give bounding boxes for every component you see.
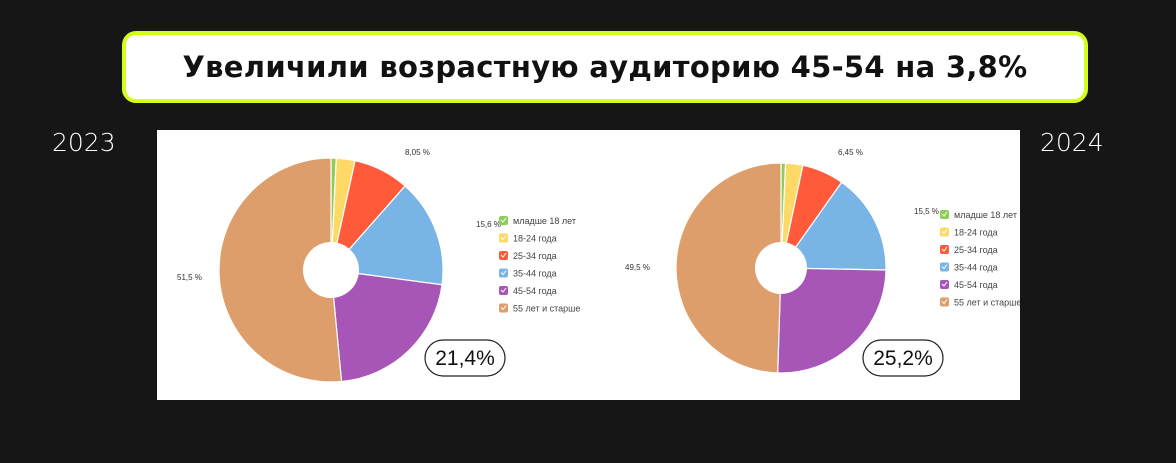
highlight-pill	[424, 339, 506, 377]
data-label: 6,45 %	[838, 148, 863, 157]
data-label: 49,5 %	[625, 263, 650, 272]
check-icon	[941, 281, 948, 287]
highlight-value: 21,4%	[435, 347, 495, 370]
legend-item: младше 18 лет	[513, 216, 576, 226]
charts-panel: 8,05 % 15,6 % 51,5 % младше 18 лет 18-24 год…	[157, 130, 1021, 400]
legend-item: 25-34 года	[513, 251, 557, 261]
check-icon	[500, 287, 507, 293]
check-icon	[500, 217, 507, 223]
highlight-value: 25,2%	[873, 347, 933, 370]
legend-item: 35-44 года	[513, 269, 557, 279]
legend-item: 55 лет и старше	[954, 298, 1020, 308]
data-label: 8,05 %	[405, 148, 430, 157]
legend-item: 55 лет и старше	[513, 304, 580, 314]
check-icon	[941, 264, 948, 270]
pie-slice-2023-4	[330, 269, 443, 383]
year-label-2023: 2023	[52, 128, 116, 157]
page-title: Увеличили возрастную аудиторию 45-54 на …	[122, 31, 1088, 103]
legend-item: 25-34 года	[954, 245, 998, 255]
highlight-pill	[862, 339, 944, 377]
data-label: 15,5 %	[914, 207, 939, 216]
legend-checkbox-icon	[499, 268, 508, 278]
check-icon	[500, 252, 507, 258]
year-label-2024: 2024	[1040, 128, 1104, 157]
check-icon	[941, 246, 948, 252]
check-icon	[500, 305, 507, 311]
pie-charts: 8,05 % 15,6 % 51,5 % младше 18 лет 18-24 год…	[177, 148, 1021, 383]
check-icon	[500, 270, 507, 276]
legend-checkbox-icon	[499, 216, 508, 225]
legend-checkbox-icon	[499, 303, 508, 313]
data-label: 15,6 %	[476, 220, 501, 229]
pie-slice-2024-4	[777, 267, 887, 374]
legend-checkbox-icon	[499, 286, 508, 295]
legend-item: 35-44 года	[954, 263, 998, 273]
legend-item: младше 18 лет	[954, 210, 1017, 220]
pie-hole	[755, 242, 807, 294]
legend-item: 18-24 года	[954, 228, 998, 238]
check-icon	[941, 229, 948, 235]
legend-checkbox-icon	[499, 233, 508, 243]
legend-item: 18-24 года	[513, 234, 557, 244]
legend-checkbox-icon	[499, 251, 508, 260]
pie-slice-2024-3	[779, 181, 887, 271]
data-label: 51,5 %	[177, 273, 202, 282]
pie-hole	[303, 242, 359, 298]
pie-slice-2024-5	[675, 162, 782, 374]
pie-slice-2023-3	[329, 185, 444, 286]
check-icon	[941, 211, 948, 217]
pie-slice-2023-5	[218, 157, 343, 383]
legend-item: 45-54 года	[513, 286, 557, 296]
check-icon	[941, 299, 948, 305]
legend-item: 45-54 года	[954, 280, 998, 290]
check-icon	[500, 235, 507, 241]
